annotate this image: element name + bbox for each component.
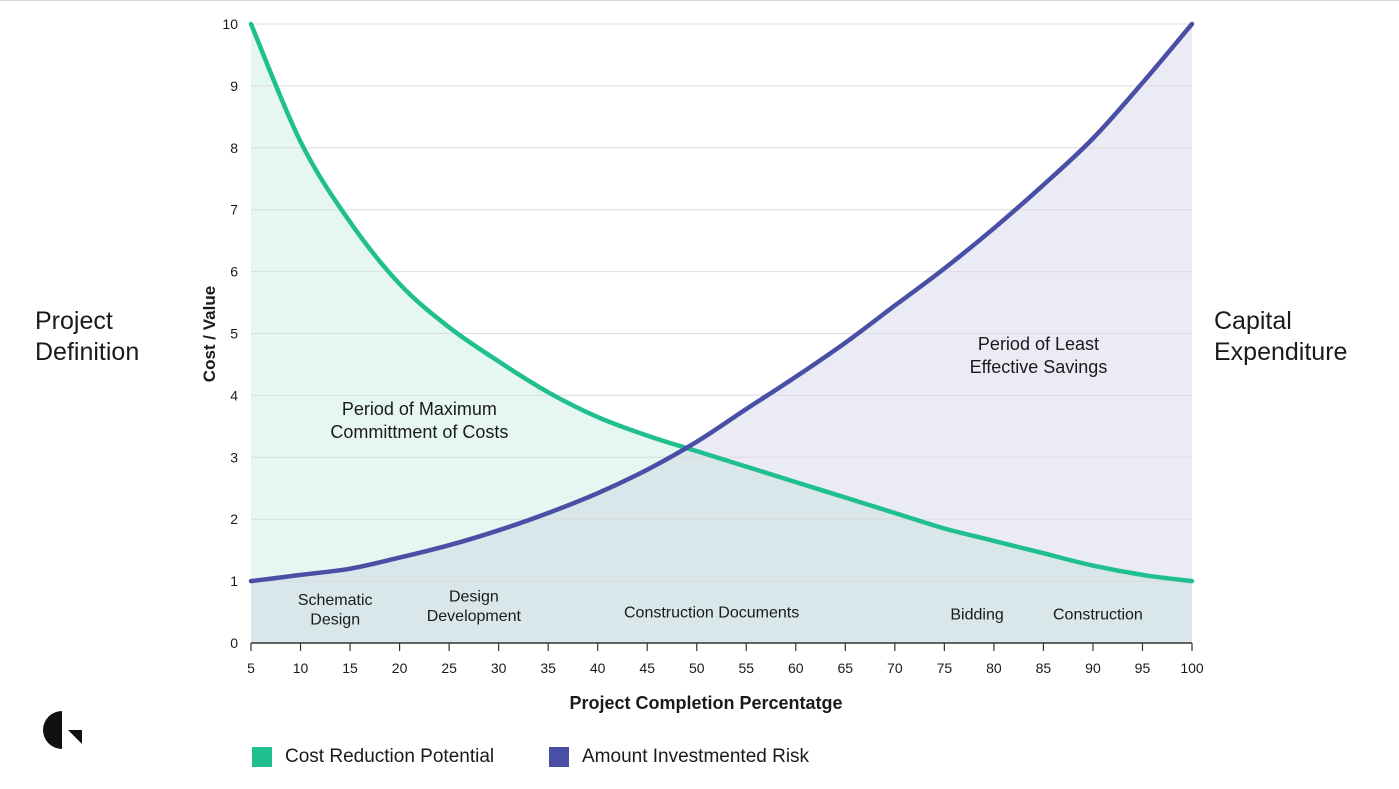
- x-tick-label: 25: [441, 660, 457, 676]
- annotation-line: Design: [310, 611, 360, 628]
- x-tick-label: 90: [1085, 660, 1101, 676]
- top-rule: [0, 0, 1399, 1]
- x-tick-label: 75: [937, 660, 953, 676]
- fill-cost-reduction-potential: [251, 24, 1192, 643]
- y-tick-label: 1: [230, 573, 238, 589]
- x-tick-label: 40: [590, 660, 606, 676]
- y-tick-label: 9: [230, 78, 238, 94]
- chart-fills: [251, 24, 1192, 643]
- annotation-phase-design-dev: Design Development: [427, 589, 522, 626]
- series-lines: [248, 21, 1195, 584]
- x-tick-label: 65: [838, 660, 854, 676]
- annotation-phase-construction-docs: Construction Documents: [624, 605, 799, 622]
- annotation-line: Construction Documents: [624, 605, 799, 622]
- y-tick-label: 3: [230, 449, 238, 465]
- side-label-line: Project: [35, 307, 113, 335]
- y-tick-label: 4: [230, 387, 238, 403]
- annotation-period-max: Period of Maximum Committment of Costs: [330, 399, 508, 442]
- x-tick-label: 80: [986, 660, 1002, 676]
- side-label-project-definition: Project Definition: [35, 306, 139, 368]
- y-tick-label: 0: [230, 635, 238, 651]
- x-tick-label: 50: [689, 660, 705, 676]
- annotation-line: Bidding: [950, 607, 1003, 624]
- y-tick-label: 6: [230, 264, 238, 280]
- side-label-capital-expenditure: Capital Expenditure: [1214, 306, 1347, 368]
- annotation-phase-schematic: Schematic Design: [298, 592, 373, 629]
- legend-item-amount-investmented-risk: Amount Investmented Risk: [549, 746, 809, 768]
- annotation-period-least: Period of Least Effective Savings: [970, 334, 1108, 377]
- x-tick-label: 5: [247, 660, 255, 676]
- y-tick-label: 2: [230, 511, 238, 527]
- annotation-line: Construction: [1053, 607, 1143, 624]
- annotations: Period of Maximum Committment of CostsPer…: [298, 334, 1143, 628]
- side-label-line: Definition: [35, 338, 140, 366]
- x-tick-label: 15: [342, 660, 358, 676]
- y-tick-label: 5: [230, 326, 238, 342]
- annotation-line: Design: [449, 589, 499, 606]
- x-tick-label: 10: [293, 660, 309, 676]
- x-axis-label: Project Completion Percentatge: [569, 693, 842, 713]
- x-tick-label: 85: [1036, 660, 1052, 676]
- annotation-line: Period of Maximum: [342, 399, 497, 419]
- side-label-line: Capital: [1214, 307, 1292, 335]
- legend-label: Amount Investmented Risk: [582, 746, 810, 767]
- annotation-line: Period of Least: [978, 334, 1099, 354]
- legend-swatch: [549, 747, 569, 767]
- y-tick-label: 10: [222, 16, 238, 32]
- series-line-amount-investmented-risk: [248, 21, 1195, 584]
- x-tick-label: 70: [887, 660, 903, 676]
- legend-item-cost-reduction-potential: Cost Reduction Potential: [252, 746, 494, 768]
- brand-logo-icon: [43, 711, 82, 749]
- x-tick-label: 30: [491, 660, 507, 676]
- x-tick-label: 20: [392, 660, 408, 676]
- x-tick-label: 60: [788, 660, 804, 676]
- x-axis: 5 10 15 20 25 30 35 40 45 50 55 60 65 70 75 80 85 90 95 100: [247, 642, 1204, 676]
- y-tick-label: 7: [230, 202, 238, 218]
- series-line-cost-reduction-potential: [248, 21, 1195, 584]
- x-tick-label: 55: [738, 660, 754, 676]
- annotation-phase-bidding: Bidding: [950, 607, 1003, 624]
- x-tick-label: 45: [639, 660, 655, 676]
- x-tick-label: 95: [1135, 660, 1151, 676]
- x-tick-label: 100: [1180, 660, 1204, 676]
- annotation-line: Committment of Costs: [330, 422, 508, 442]
- side-label-line: Expenditure: [1214, 338, 1348, 366]
- y-tick-label: 8: [230, 140, 238, 156]
- y-axis-ticks: 0 1 2 3 4 5 6 7 8 9 10: [222, 16, 238, 651]
- grid: [251, 23, 1192, 582]
- annotation-phase-construction: Construction: [1053, 607, 1143, 624]
- y-axis-label: Cost / Value: [200, 286, 219, 382]
- annotation-line: Schematic: [298, 592, 373, 609]
- legend-label: Cost Reduction Potential: [285, 746, 495, 767]
- annotation-line: Effective Savings: [970, 357, 1108, 377]
- x-tick-label: 35: [540, 660, 556, 676]
- fill-amount-investmented-risk: [251, 24, 1192, 643]
- annotation-line: Development: [427, 608, 522, 625]
- legend-swatch: [252, 747, 272, 767]
